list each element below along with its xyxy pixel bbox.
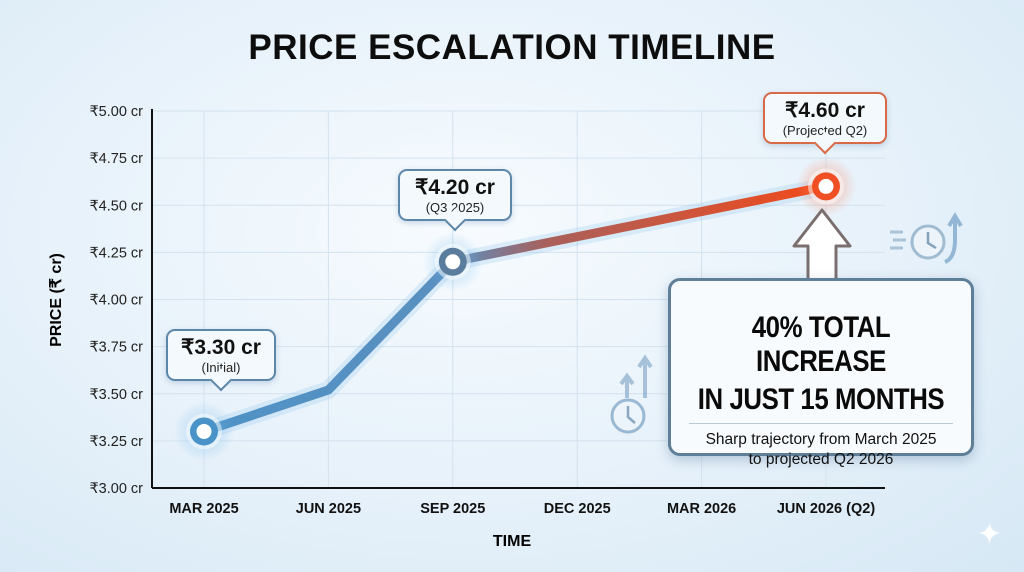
clock-rising-arrows-icon [610,354,653,434]
callout-value: ₹4.60 cr [785,99,865,122]
y-tick-label: ₹4.00 cr [89,293,143,309]
x-tick-label: MAR 2026 [667,501,736,517]
data-point-center [196,423,212,439]
chart-title: PRICE ESCALATION TIMELINE [248,28,776,67]
divider [689,423,953,424]
highlight-headline-2: IN JUST 15 MONTHS [697,383,945,416]
x-tick-label: SEP 2025 [420,501,485,517]
callout-value: ₹4.20 cr [415,176,495,199]
sparkle-icon: ✦ [976,518,1002,551]
series [174,156,856,462]
series-line [199,181,831,436]
tick-labels: ₹3.00 cr ₹3.25 cr ₹3.50 cr ₹3.75 cr ₹4.00 cr… [89,104,875,517]
callout-sub: (Q3 2025) [425,200,485,215]
callout-projected-q2: ₹4.60 cr (Projected Q2) [763,92,887,144]
axes [151,109,885,489]
y-tick-label: ₹4.75 cr [89,151,143,167]
y-tick-label: ₹5.00 cr [89,104,143,120]
callout-value: ₹3.30 cr [181,336,261,359]
x-tick-label: DEC 2025 [544,501,611,517]
highlight-box: 40% TOTAL INCREASE IN JUST 15 MONTHS Sha… [668,278,974,468]
y-tick-label: ₹4.25 cr [89,245,143,261]
data-point-center [818,178,834,194]
highlight-description: Sharp trajectory from March 2025 to proj… [705,431,937,468]
up-arrow-icon [792,208,852,284]
callout-initial: ₹3.30 cr (Initial) [166,329,276,381]
callout-q3-2025: ₹4.20 cr (Q3 2025) [398,169,512,221]
fast-clock-arrow-icon [890,212,963,264]
callout-sub: (Projected Q2) [782,123,868,138]
y-tick-label: ₹3.00 cr [89,481,143,497]
y-tick-label: ₹4.50 cr [89,198,143,214]
highlight-headline-1: 40% TOTAL INCREASE [751,311,891,378]
x-tick-label: JUN 2026 (Q2) [777,501,875,517]
y-tick-label: ₹3.50 cr [89,387,143,403]
data-point-center [445,254,461,270]
y-tick-label: ₹3.75 cr [89,340,143,356]
callout-sub: (Initial) [201,360,241,375]
x-axis-label: TIME [492,533,532,550]
y-tick-label: ₹3.25 cr [89,434,143,450]
x-tick-label: MAR 2025 [169,501,238,517]
x-tick-label: JUN 2025 [296,501,361,517]
